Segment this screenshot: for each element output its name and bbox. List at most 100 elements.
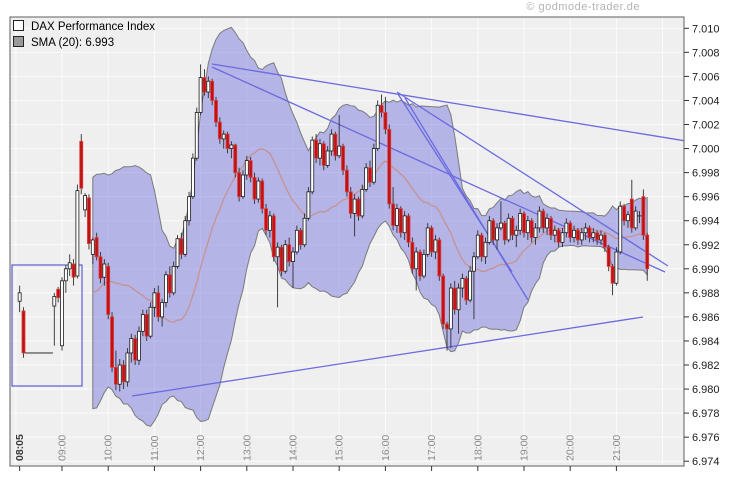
x-tick-label: 11:00 xyxy=(149,435,161,461)
candle-down xyxy=(464,278,469,301)
candle-up xyxy=(164,274,168,303)
candle-up xyxy=(591,232,596,238)
candle-up xyxy=(241,174,245,198)
candle-up xyxy=(614,251,619,284)
candle-up xyxy=(572,229,576,238)
candle-up xyxy=(310,139,315,193)
candle-down xyxy=(87,197,91,244)
trendline xyxy=(404,97,529,301)
candle-up xyxy=(140,314,145,332)
candle-up xyxy=(175,238,180,267)
candle-down xyxy=(298,229,303,246)
candle-down xyxy=(391,203,396,226)
candle-down xyxy=(398,208,403,234)
candle-down xyxy=(387,128,392,205)
candle-up xyxy=(90,239,95,255)
candle-up xyxy=(360,189,365,217)
candle-down xyxy=(333,133,338,157)
candle-up xyxy=(483,241,488,258)
candle-down xyxy=(641,196,646,236)
candle-up xyxy=(306,191,311,219)
candle-down xyxy=(622,205,626,222)
candle-down xyxy=(348,191,353,214)
y-tick-label: 6.976 xyxy=(692,432,720,444)
candle-up xyxy=(475,234,480,258)
candle-down xyxy=(368,167,372,183)
candle-up xyxy=(60,280,64,347)
legend-item-sma: SMA (20): 6.993 xyxy=(13,36,155,52)
candle-up xyxy=(190,157,195,198)
x-tick-label: 21:00 xyxy=(611,435,623,461)
candle-up xyxy=(371,148,376,183)
candle-down xyxy=(510,217,515,236)
y-tick-label: 6.998 xyxy=(692,168,720,180)
candle-down xyxy=(406,215,411,243)
candle-up xyxy=(244,160,249,176)
candle-down xyxy=(479,234,484,258)
candle-down xyxy=(491,220,496,241)
candle-down xyxy=(522,213,526,234)
candle-up xyxy=(560,232,565,243)
x-tick-label: 20:00 xyxy=(565,435,577,461)
candle-up xyxy=(468,270,473,301)
y-tick-label: 7.004 xyxy=(692,95,720,107)
candle-down xyxy=(237,172,242,198)
candle-down xyxy=(94,237,99,258)
candle-up xyxy=(152,292,157,308)
candle-up xyxy=(275,246,280,258)
candle-up xyxy=(425,227,430,255)
candle-up xyxy=(17,292,22,302)
candle-down xyxy=(217,121,222,140)
candle-down xyxy=(452,287,457,311)
candle-up xyxy=(375,104,380,149)
candle-up xyxy=(206,80,211,93)
candle-down xyxy=(356,198,361,217)
candle-up xyxy=(294,229,299,253)
candle-up xyxy=(117,364,122,385)
candle-up xyxy=(352,198,357,214)
candle-down xyxy=(502,222,507,241)
candle-up xyxy=(148,306,153,337)
candle-down xyxy=(314,139,319,159)
candle-up xyxy=(433,239,438,253)
candle-down xyxy=(233,144,238,174)
candle-up xyxy=(599,234,603,241)
candle-up xyxy=(495,227,499,241)
candle-up xyxy=(525,220,530,234)
x-tick-label: 09:00 xyxy=(57,435,69,461)
candle-down xyxy=(179,238,184,255)
y-tick-label: 7.002 xyxy=(692,120,720,132)
candle-down xyxy=(379,104,384,113)
candle-up xyxy=(472,256,476,272)
y-tick-label: 7.010 xyxy=(692,23,720,35)
y-tick-label: 6.986 xyxy=(692,312,720,324)
candle-up xyxy=(460,278,465,289)
candle-down xyxy=(56,288,61,299)
trendline xyxy=(396,91,669,267)
candle-up xyxy=(395,208,399,226)
candle-down xyxy=(133,338,138,361)
candle-up xyxy=(633,210,638,229)
candle-up xyxy=(83,195,87,211)
candle-up xyxy=(63,268,68,282)
legend-label-dax: DAX Performance Index xyxy=(31,21,156,33)
candle-up xyxy=(421,253,426,277)
y-tick-label: 6.980 xyxy=(692,384,720,396)
candle-up xyxy=(302,217,307,246)
candle-down xyxy=(602,234,607,248)
candle-down xyxy=(106,265,111,315)
x-tick-label: 10:00 xyxy=(103,435,115,461)
candle-up xyxy=(618,205,623,253)
candle-down xyxy=(279,246,284,272)
candle-up xyxy=(564,222,569,234)
candle-up xyxy=(456,287,461,311)
y-tick-label: 6.982 xyxy=(692,360,720,372)
candle-up xyxy=(329,133,334,152)
candle-up xyxy=(325,150,330,166)
candle-down xyxy=(271,215,276,258)
candle-down xyxy=(576,229,580,241)
candle-down xyxy=(606,246,611,267)
dax-series-swatch xyxy=(13,20,24,31)
candle-down xyxy=(144,314,149,337)
